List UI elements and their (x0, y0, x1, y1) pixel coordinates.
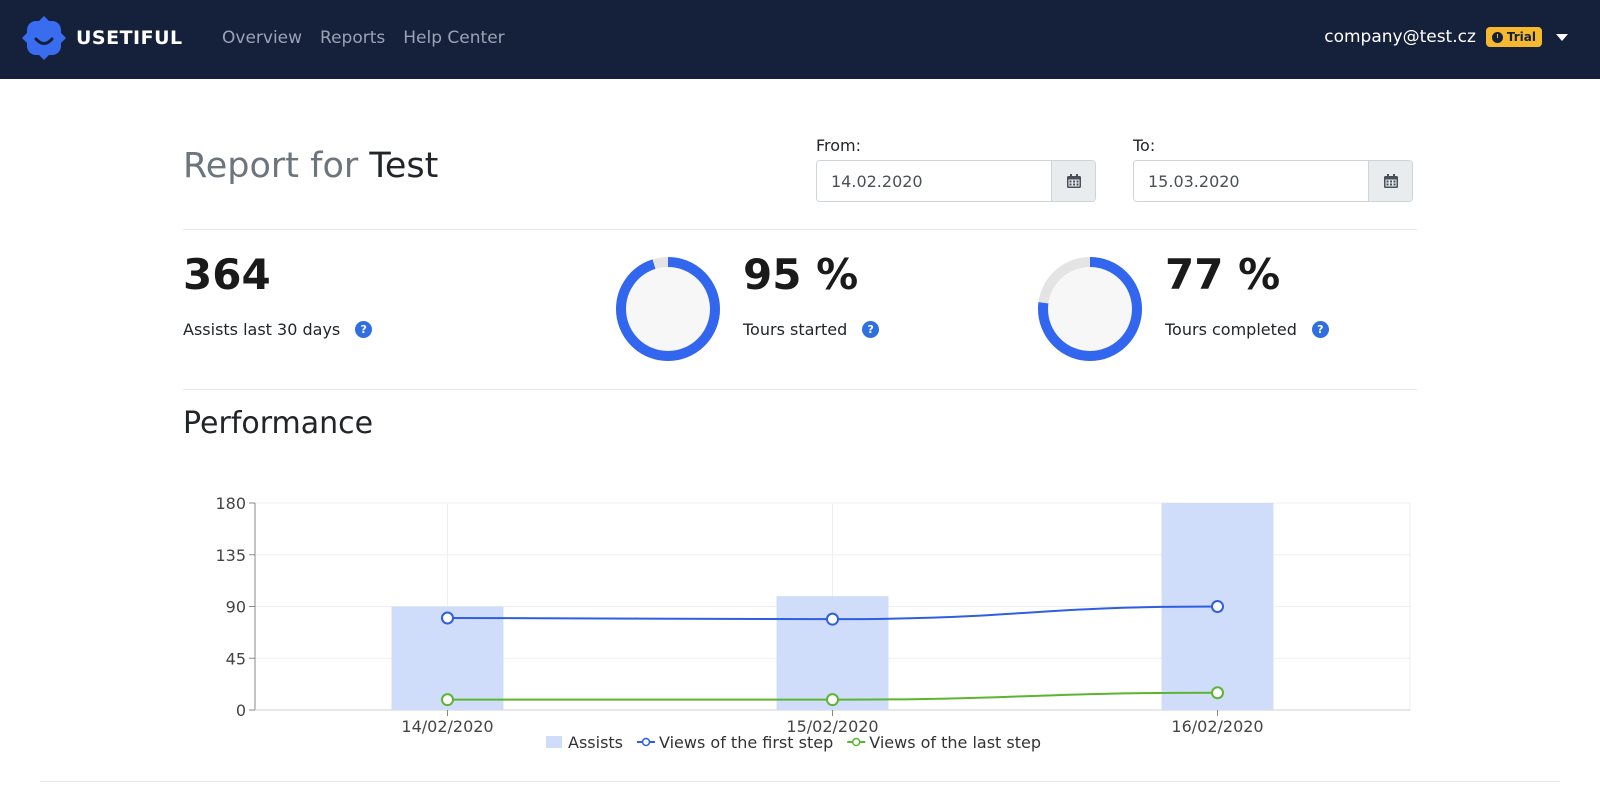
top-navbar: USETIFUL Overview Reports Help Center co… (0, 0, 1600, 79)
performance-chart: 0 45 90 135 180 14/02/2020 15/02/2020 16/02/202… (0, 480, 1600, 786)
help-icon[interactable]: ? (862, 321, 880, 338)
user-menu[interactable]: company@test.cz Trial (1324, 27, 1568, 47)
divider (183, 389, 1417, 390)
report-project-name: Test (369, 146, 439, 186)
report-title-prefix: Report for (183, 146, 359, 186)
legend-label: Views of the last step (869, 733, 1041, 752)
tours-completed-label: Tours completed (1165, 320, 1297, 339)
point-views-first-step (1211, 600, 1224, 613)
help-icon[interactable]: ? (355, 321, 373, 338)
trial-badge-label: Trial (1506, 30, 1536, 44)
tours-started-donut (616, 257, 720, 361)
assists-label: Assists last 30 days (183, 320, 341, 339)
usetiful-logo-icon (22, 16, 66, 60)
tours-started-value: 95 % (743, 250, 859, 299)
brand[interactable]: USETIFUL (22, 16, 183, 60)
trial-badge: Trial (1485, 27, 1542, 47)
x-tick-label: 16/02/2020 (1171, 717, 1263, 736)
tours-started-label: Tours started (743, 320, 848, 339)
point-views-first-step (826, 612, 839, 626)
to-date-group: To: (1133, 136, 1413, 202)
nav-help-center[interactable]: Help Center (403, 28, 505, 48)
legend-swatch-marker (641, 737, 651, 747)
y-tick-label: 135 (215, 546, 246, 565)
divider (183, 229, 1417, 230)
tours-started-label-row: Tours started ? (743, 320, 880, 339)
point-views-last-step (441, 693, 454, 707)
point-views-first-step (441, 611, 454, 625)
chevron-down-icon[interactable] (1556, 33, 1568, 41)
main-nav: Overview Reports Help Center (222, 28, 523, 48)
tours-completed-label-row: Tours completed ? (1165, 320, 1329, 339)
from-date-field-wrap (816, 160, 1096, 202)
brand-name: USETIFUL (76, 27, 183, 49)
point-views-last-step (1211, 686, 1224, 700)
assists-label-row: Assists last 30 days ? (183, 320, 373, 339)
performance-title: Performance (183, 406, 374, 441)
from-date-group: From: (816, 136, 1096, 202)
nav-overview[interactable]: Overview (222, 28, 303, 48)
divider (40, 781, 1560, 782)
to-date-input[interactable] (1134, 161, 1368, 201)
y-tick-label: 180 (215, 494, 246, 513)
y-tick-label: 0 (236, 701, 246, 720)
to-date-field-wrap (1133, 160, 1413, 202)
x-tick-label: 15/02/2020 (786, 717, 878, 736)
clock-icon (1491, 31, 1503, 43)
tours-completed-value: 77 % (1165, 250, 1281, 299)
calendar-icon (1066, 174, 1081, 188)
legend-swatch-marker (851, 737, 861, 747)
help-icon[interactable]: ? (1311, 321, 1329, 338)
performance-chart-svg: 0 45 90 135 180 14/02/2020 15/02/2020 16/02/202… (215, 494, 1411, 752)
y-tick-label: 45 (226, 649, 246, 668)
assists-value: 364 (183, 250, 271, 299)
from-calendar-button[interactable] (1051, 161, 1095, 201)
y-tick-label: 90 (226, 598, 246, 617)
legend-swatch-assists (546, 736, 562, 748)
from-date-input[interactable] (817, 161, 1051, 201)
to-calendar-button[interactable] (1368, 161, 1412, 201)
page-title: Report for Test (183, 146, 438, 186)
point-views-last-step (826, 693, 839, 707)
tours-completed-donut (1038, 257, 1142, 361)
x-tick-label: 14/02/2020 (401, 717, 493, 736)
nav-reports[interactable]: Reports (320, 28, 386, 48)
legend-label: Assists (568, 733, 623, 752)
to-label: To: (1133, 136, 1156, 155)
user-email: company@test.cz (1324, 27, 1476, 47)
legend-label: Views of the first step (659, 733, 833, 752)
from-label: From: (816, 136, 862, 155)
calendar-icon (1383, 174, 1398, 188)
